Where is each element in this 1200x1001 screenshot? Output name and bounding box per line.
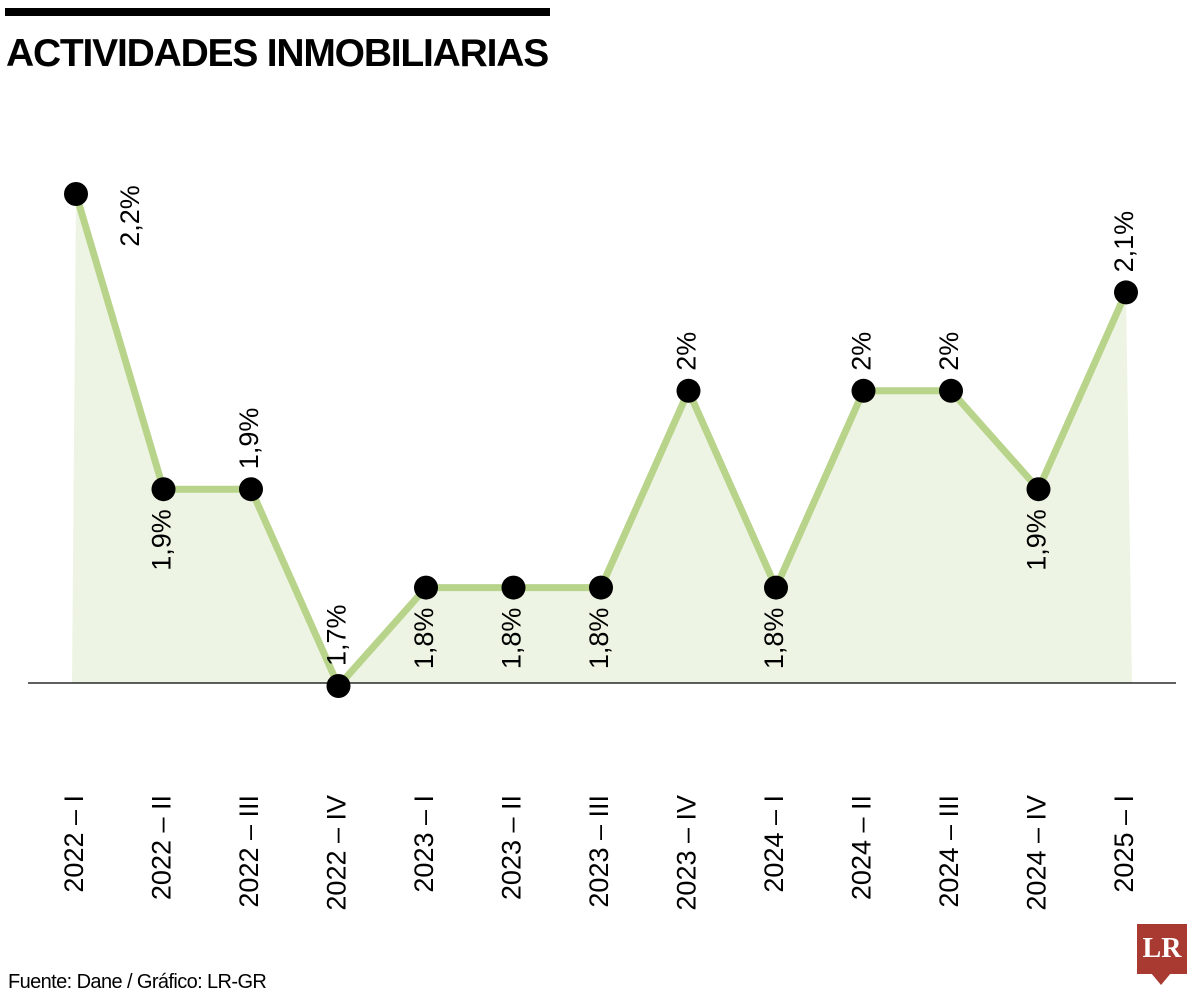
value-label: 1,9%	[234, 408, 264, 470]
x-tick-label: 2022 – I	[59, 795, 89, 893]
data-point	[64, 182, 88, 206]
x-tick-label: 2022 – II	[147, 795, 177, 900]
data-point	[414, 575, 438, 600]
logo-tail	[1151, 973, 1171, 985]
data-point	[1026, 477, 1051, 502]
x-tick-label: 2024 – II	[847, 795, 877, 900]
data-point	[764, 575, 788, 600]
value-label: 2%	[847, 332, 877, 371]
data-point	[239, 477, 263, 502]
data-point	[939, 378, 963, 403]
value-label: 2%	[672, 332, 702, 371]
x-tick-label: 2023 – IV	[672, 795, 702, 911]
x-tick-label: 2024 – IV	[1022, 795, 1052, 911]
value-label: 1,8%	[409, 608, 439, 670]
chart-title: ACTIVIDADES INMOBILIARIAS	[6, 32, 549, 75]
value-label: 1,8%	[497, 608, 527, 670]
x-tick-label: 2024 – III	[934, 795, 964, 908]
x-tick-label: 2022 – IV	[322, 795, 352, 911]
value-label: 1,8%	[759, 608, 789, 670]
area-fill	[72, 194, 1132, 686]
x-tick-label: 2023 – II	[497, 795, 527, 900]
data-point	[501, 575, 526, 600]
data-point	[676, 378, 701, 403]
x-tick-label: 2023 – I	[409, 795, 439, 893]
value-label: 1,7%	[322, 604, 352, 666]
value-label: 1,8%	[584, 608, 614, 670]
source-credit: Fuente: Dane / Gráfico: LR-GR	[8, 971, 267, 993]
x-tick-label: 2024 – I	[759, 795, 789, 893]
value-label: 1,9%	[147, 509, 177, 571]
x-tick-label: 2025 – I	[1109, 795, 1139, 893]
x-tick-labels: 2022 – I 2022 – II 2022 – III 2022 – IV 2023…	[59, 795, 1139, 911]
data-point	[851, 378, 876, 403]
x-tick-label: 2023 – III	[584, 795, 614, 908]
data-point	[151, 477, 176, 502]
top-rule	[5, 8, 550, 16]
data-point	[1114, 280, 1138, 305]
value-labels: 2,2% 1,9% 1,9% 1,7% 1,8% 1,8% 1,8% 2% 1,8% 2% 2% 1,…	[115, 185, 1139, 669]
value-label: 2%	[934, 332, 964, 371]
value-label: 2,1%	[1109, 211, 1139, 273]
data-points	[64, 182, 1138, 698]
data-point	[589, 575, 613, 600]
logo-text: LR	[1142, 933, 1182, 964]
lr-logo: LR	[1137, 924, 1187, 974]
value-label: 1,9%	[1022, 509, 1052, 571]
data-point	[326, 674, 351, 698]
value-label: 2,2%	[115, 185, 145, 247]
x-tick-label: 2022 – III	[234, 795, 264, 908]
